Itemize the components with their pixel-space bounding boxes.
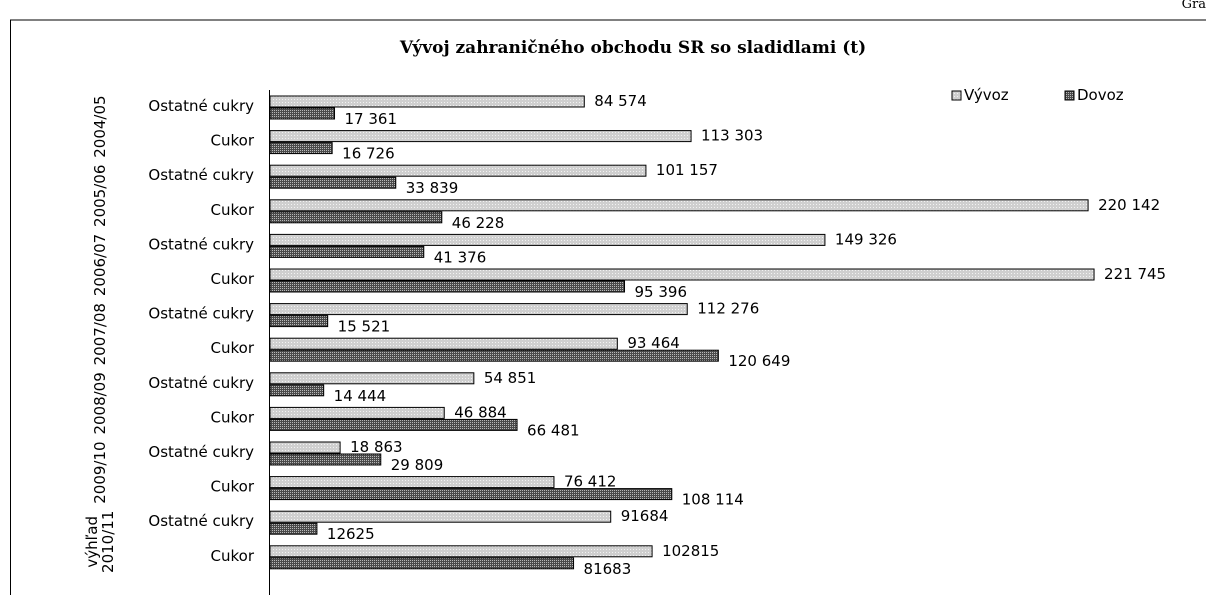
- data-label-vyvoz: 221 745: [1104, 265, 1166, 283]
- bar-vyvoz: [269, 233, 826, 246]
- bar-vyvoz: [269, 95, 585, 108]
- bar-dovoz: [269, 280, 626, 293]
- bar-dovoz: [269, 384, 325, 397]
- data-label-dovoz: 46 228: [452, 214, 505, 232]
- data-label-vyvoz: 220 142: [1098, 196, 1160, 214]
- category-label: Ostatné cukry: [148, 97, 254, 115]
- group-label-2: 2006/07: [91, 234, 109, 296]
- category-label: Cukor: [211, 270, 255, 288]
- data-label-vyvoz: 46 884: [454, 403, 507, 421]
- bar-vyvoz: [269, 545, 653, 558]
- corner-label: Gra: [1181, 0, 1206, 12]
- category-label: Cukor: [211, 547, 255, 565]
- category-label: Cukor: [211, 132, 255, 150]
- chart-title: Vývoj zahraničného obchodu SR so sladidl…: [399, 38, 866, 58]
- data-label-vyvoz: 91684: [621, 507, 669, 525]
- data-label-dovoz: 12625: [327, 525, 375, 543]
- data-label-dovoz: 95 396: [635, 283, 688, 301]
- data-label-vyvoz: 113 303: [701, 127, 763, 145]
- bar-dovoz: [269, 245, 425, 258]
- bar-vyvoz: [269, 406, 445, 419]
- data-label-vyvoz: 76 412: [564, 473, 617, 491]
- data-label-dovoz: 29 809: [391, 456, 444, 474]
- data-label-vyvoz: 112 276: [697, 300, 759, 318]
- bar-vyvoz: [269, 510, 612, 523]
- legend-label-vyvoz: Vývoz: [964, 86, 1009, 104]
- data-label-vyvoz: 84 574: [594, 92, 647, 110]
- bar-vyvoz: [269, 441, 341, 454]
- bar-vyvoz: [269, 337, 618, 350]
- bar-dovoz: [269, 522, 318, 535]
- bar-vyvoz: [269, 199, 1089, 212]
- category-label: Ostatné cukry: [148, 443, 254, 461]
- group-label-6: výhľad: [83, 516, 101, 568]
- category-label: Ostatné cukry: [148, 512, 254, 530]
- data-label-dovoz: 66 481: [527, 421, 580, 439]
- group-label-1: 2005/06: [91, 165, 109, 227]
- bar-dovoz: [269, 211, 443, 224]
- category-label: Ostatné cukry: [148, 235, 254, 253]
- data-label-vyvoz: 18 863: [350, 438, 403, 456]
- bar-dovoz: [269, 176, 397, 189]
- data-label-dovoz: 15 521: [338, 318, 391, 336]
- bar-vyvoz: [269, 303, 688, 316]
- bar-vyvoz: [269, 268, 1095, 281]
- bar-dovoz: [269, 488, 673, 501]
- data-label-dovoz: 108 114: [682, 491, 744, 509]
- category-label: Ostatné cukry: [148, 305, 254, 323]
- data-label-vyvoz: 149 326: [835, 230, 897, 248]
- group-label-6: 2010/11: [99, 511, 117, 573]
- bar-vyvoz: [269, 164, 647, 177]
- data-label-vyvoz: 102815: [662, 542, 719, 560]
- bar-dovoz: [269, 453, 382, 466]
- category-label: Cukor: [211, 201, 255, 219]
- bar-dovoz: [269, 142, 333, 155]
- category-label: Ostatné cukry: [148, 166, 254, 184]
- group-label-0: 2004/05: [91, 95, 109, 157]
- legend-label-dovoz: Dovoz: [1077, 86, 1124, 104]
- legend-swatch-vyvoz: [951, 90, 962, 101]
- group-label-3: 2007/08: [91, 303, 109, 365]
- category-label: Cukor: [211, 339, 255, 357]
- data-label-vyvoz: 54 851: [484, 369, 536, 387]
- group-label-5: 2009/10: [91, 441, 109, 503]
- data-label-dovoz: 33 839: [406, 179, 459, 197]
- bar-vyvoz: [269, 372, 475, 385]
- data-label-vyvoz: 93 464: [627, 334, 680, 352]
- legend-swatch-dovoz: [1064, 90, 1075, 101]
- bar-dovoz: [269, 418, 518, 431]
- bar-vyvoz: [269, 476, 555, 489]
- bar-dovoz: [269, 349, 719, 362]
- data-label-dovoz: 41 376: [434, 248, 487, 266]
- bar-dovoz: [269, 315, 329, 328]
- bar-vyvoz: [269, 130, 692, 143]
- category-label: Cukor: [211, 408, 255, 426]
- data-label-dovoz: 17 361: [345, 110, 398, 128]
- category-label: Cukor: [211, 478, 255, 496]
- category-label: Ostatné cukry: [148, 374, 254, 392]
- data-label-vyvoz: 101 157: [656, 161, 718, 179]
- group-label-4: 2008/09: [91, 372, 109, 434]
- bar-dovoz: [269, 557, 575, 570]
- data-label-dovoz: 14 444: [334, 387, 387, 405]
- data-label-dovoz: 16 726: [342, 145, 395, 163]
- data-label-dovoz: 81683: [584, 560, 632, 578]
- data-label-dovoz: 120 649: [728, 352, 790, 370]
- bar-dovoz: [269, 107, 336, 120]
